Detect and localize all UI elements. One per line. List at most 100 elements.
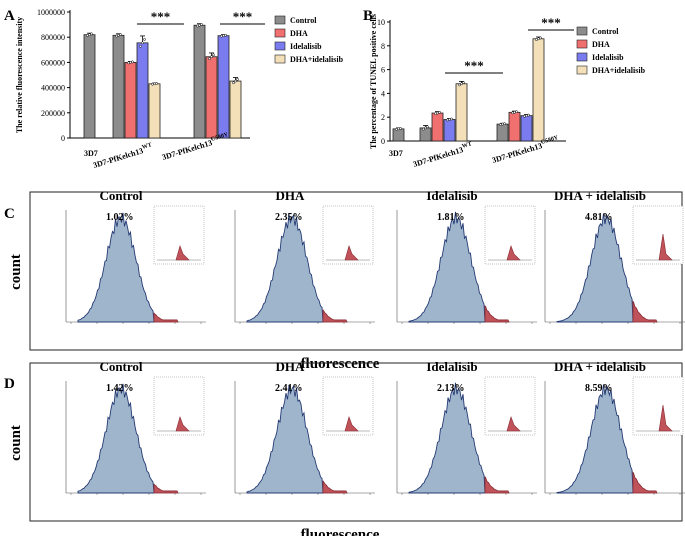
data-point [424, 126, 427, 130]
significance-stars: *** [151, 9, 171, 24]
histogram-title: DHA [276, 359, 306, 374]
y-tick-label: 200000 [41, 109, 65, 118]
inset-spike [506, 416, 521, 432]
bar [443, 119, 456, 142]
histogram-tail [153, 483, 179, 494]
y-axis-title: The relative fluorescence intensity [15, 17, 24, 133]
bar [124, 62, 137, 139]
flow-panel-d: count fluorescence Control 1.42% DHA 2.41% Ide… [8, 359, 685, 541]
inset-box [632, 376, 684, 436]
legend-swatch [274, 15, 286, 25]
count-axis-label: count [8, 254, 24, 290]
histogram-title: Control [99, 359, 142, 374]
percent-label: 1.42% [106, 383, 134, 394]
data-point [139, 44, 142, 48]
fluorescence-axis-label: fluorescence [301, 527, 380, 536]
data-point [422, 127, 425, 131]
percent-label: 1.02% [106, 212, 134, 223]
bar [229, 80, 242, 139]
category-label: 3D7-PfKelch13WT [412, 141, 474, 169]
histogram-main [77, 212, 155, 323]
data-point [450, 117, 453, 121]
histogram-tail [322, 480, 348, 494]
histogram-tail [322, 309, 348, 323]
inset-spike [658, 233, 673, 261]
legend-swatch [274, 54, 286, 64]
bar [520, 115, 533, 142]
histogram-tail [632, 300, 658, 323]
legend-label: DHA [290, 29, 308, 38]
y-tick-label: 800000 [41, 33, 65, 42]
bar [532, 38, 545, 142]
histogram-main [556, 213, 634, 323]
significance-stars: *** [464, 58, 484, 73]
legend-swatch [576, 65, 588, 75]
data-point [399, 127, 402, 130]
histogram-main [556, 384, 634, 494]
data-point [458, 83, 461, 87]
histogram-title: DHA [276, 188, 306, 203]
y-axis-title: The percentage of TUNEL positive cells [369, 14, 378, 149]
data-point [527, 113, 530, 117]
y-tick-label: 1000000 [37, 8, 65, 17]
bar-chart-a: 0 200000 400000 600000 800000 1000000 The rela… [15, 8, 344, 170]
bar [392, 128, 405, 142]
data-point [462, 81, 465, 84]
category-name: 3D7-PfKelch13 [92, 146, 144, 170]
y-tick-label: 400000 [41, 84, 65, 93]
data-point [232, 81, 235, 85]
y-tick-label: 0 [61, 134, 65, 143]
data-point [460, 82, 463, 86]
bar [419, 127, 432, 142]
category-name: 3D7-PfKelch13 [161, 138, 213, 162]
significance-stars: *** [541, 15, 561, 30]
data-point [503, 122, 506, 126]
histogram-main [77, 383, 155, 494]
histogram-title: Idelalisib [426, 359, 477, 374]
data-point [90, 32, 93, 36]
percent-label: 4.81% [585, 212, 613, 223]
category-superscript: WT [141, 142, 152, 151]
category-name: 3D7 [84, 149, 98, 158]
inset-spike [344, 416, 359, 432]
y-tick-label: 6 [381, 66, 385, 75]
legend-label: Control [290, 16, 317, 25]
panel-frame [29, 191, 683, 351]
flow-panel-c: count fluorescence Control 1.02% DHA 2.35% Ide… [8, 188, 685, 372]
histogram-tail [153, 312, 179, 323]
data-point [236, 77, 239, 81]
bar [136, 42, 149, 139]
histogram-main [408, 382, 486, 494]
inset-spike [506, 245, 521, 261]
bar [148, 83, 161, 139]
panel-letter-b: B [363, 8, 373, 24]
percent-label: 8.59% [585, 383, 613, 394]
bar [217, 35, 230, 139]
category-label: 3D7-PfKelch13WT [92, 142, 154, 170]
histogram-tail [484, 476, 510, 494]
bar [193, 24, 206, 139]
significance-stars: *** [233, 9, 253, 24]
data-point [234, 79, 237, 83]
legend-swatch [274, 41, 286, 51]
percent-label: 1.81% [437, 212, 465, 223]
legend-label: DHA [592, 40, 610, 49]
percent-label: 2.13% [437, 383, 465, 394]
histogram-main [246, 384, 324, 494]
histogram-tail [484, 305, 510, 323]
legend-swatch [576, 26, 588, 36]
histogram-main [246, 213, 324, 323]
category-name: 3D7-PfKelch13 [412, 145, 464, 169]
data-point [212, 53, 215, 57]
count-axis-label: count [8, 425, 24, 461]
category-superscript: C580Y [540, 135, 559, 146]
legend-swatch [576, 52, 588, 62]
legend-label: Control [592, 27, 619, 36]
category-label: 3D7 [84, 149, 98, 158]
histogram-title: Idelalisib [426, 188, 477, 203]
data-point [208, 57, 211, 60]
data-point [131, 60, 134, 64]
inset-spike [175, 245, 190, 261]
y-tick-label: 2 [381, 113, 385, 122]
